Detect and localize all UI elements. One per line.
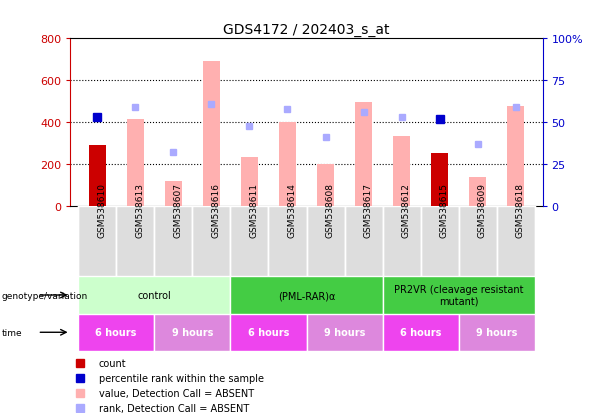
Text: GSM538614: GSM538614 bbox=[287, 183, 297, 237]
Text: GSM538618: GSM538618 bbox=[516, 183, 525, 237]
Text: GSM538617: GSM538617 bbox=[364, 183, 373, 237]
Bar bbox=[78, 314, 154, 351]
Text: 9 hours: 9 hours bbox=[476, 328, 517, 337]
Bar bbox=[268, 206, 306, 277]
Text: PR2VR (cleavage resistant
mutant): PR2VR (cleavage resistant mutant) bbox=[394, 285, 524, 306]
Text: GSM538611: GSM538611 bbox=[249, 183, 259, 237]
Text: time: time bbox=[1, 328, 22, 337]
Text: GSM538609: GSM538609 bbox=[478, 183, 487, 237]
Bar bbox=[116, 206, 154, 277]
Text: GSM538610: GSM538610 bbox=[97, 183, 106, 237]
Bar bbox=[508, 107, 525, 206]
Text: GSM538607: GSM538607 bbox=[173, 183, 182, 237]
Text: GSM538615: GSM538615 bbox=[440, 183, 449, 237]
Bar bbox=[78, 277, 230, 314]
Bar bbox=[497, 206, 535, 277]
Bar bbox=[383, 277, 535, 314]
Text: GSM538613: GSM538613 bbox=[135, 183, 144, 237]
Bar bbox=[230, 206, 268, 277]
Bar bbox=[241, 157, 258, 206]
Bar bbox=[393, 136, 410, 206]
Text: 6 hours: 6 hours bbox=[400, 328, 441, 337]
Bar bbox=[279, 123, 296, 206]
Bar bbox=[88, 146, 105, 206]
Bar bbox=[459, 206, 497, 277]
Text: GSM538612: GSM538612 bbox=[402, 183, 411, 237]
Text: 9 hours: 9 hours bbox=[324, 328, 365, 337]
Bar bbox=[345, 206, 383, 277]
Text: genotype/variation: genotype/variation bbox=[1, 291, 88, 300]
Bar bbox=[127, 120, 144, 206]
Bar bbox=[383, 206, 421, 277]
Text: GSM538616: GSM538616 bbox=[211, 183, 220, 237]
Bar bbox=[421, 206, 459, 277]
Bar bbox=[383, 314, 459, 351]
Text: 9 hours: 9 hours bbox=[172, 328, 213, 337]
Text: value, Detection Call = ABSENT: value, Detection Call = ABSENT bbox=[99, 388, 254, 398]
Bar bbox=[230, 314, 306, 351]
Bar bbox=[192, 206, 230, 277]
Bar bbox=[355, 102, 372, 206]
Text: count: count bbox=[99, 358, 126, 368]
Bar bbox=[165, 181, 182, 206]
Bar bbox=[317, 165, 334, 206]
Bar bbox=[203, 62, 220, 206]
Title: GDS4172 / 202403_s_at: GDS4172 / 202403_s_at bbox=[223, 23, 390, 37]
Text: percentile rank within the sample: percentile rank within the sample bbox=[99, 373, 264, 383]
Bar bbox=[78, 206, 116, 277]
Bar bbox=[154, 314, 230, 351]
Text: 6 hours: 6 hours bbox=[96, 328, 137, 337]
Bar bbox=[154, 206, 192, 277]
Text: control: control bbox=[137, 290, 171, 300]
Text: rank, Detection Call = ABSENT: rank, Detection Call = ABSENT bbox=[99, 404, 249, 413]
Bar bbox=[306, 206, 345, 277]
Bar bbox=[431, 153, 448, 206]
Text: (PML-RAR)α: (PML-RAR)α bbox=[278, 290, 335, 300]
Bar bbox=[469, 177, 486, 206]
Bar bbox=[230, 277, 383, 314]
Text: 6 hours: 6 hours bbox=[248, 328, 289, 337]
Bar bbox=[459, 314, 535, 351]
Text: GSM538608: GSM538608 bbox=[326, 183, 335, 237]
Bar bbox=[306, 314, 383, 351]
